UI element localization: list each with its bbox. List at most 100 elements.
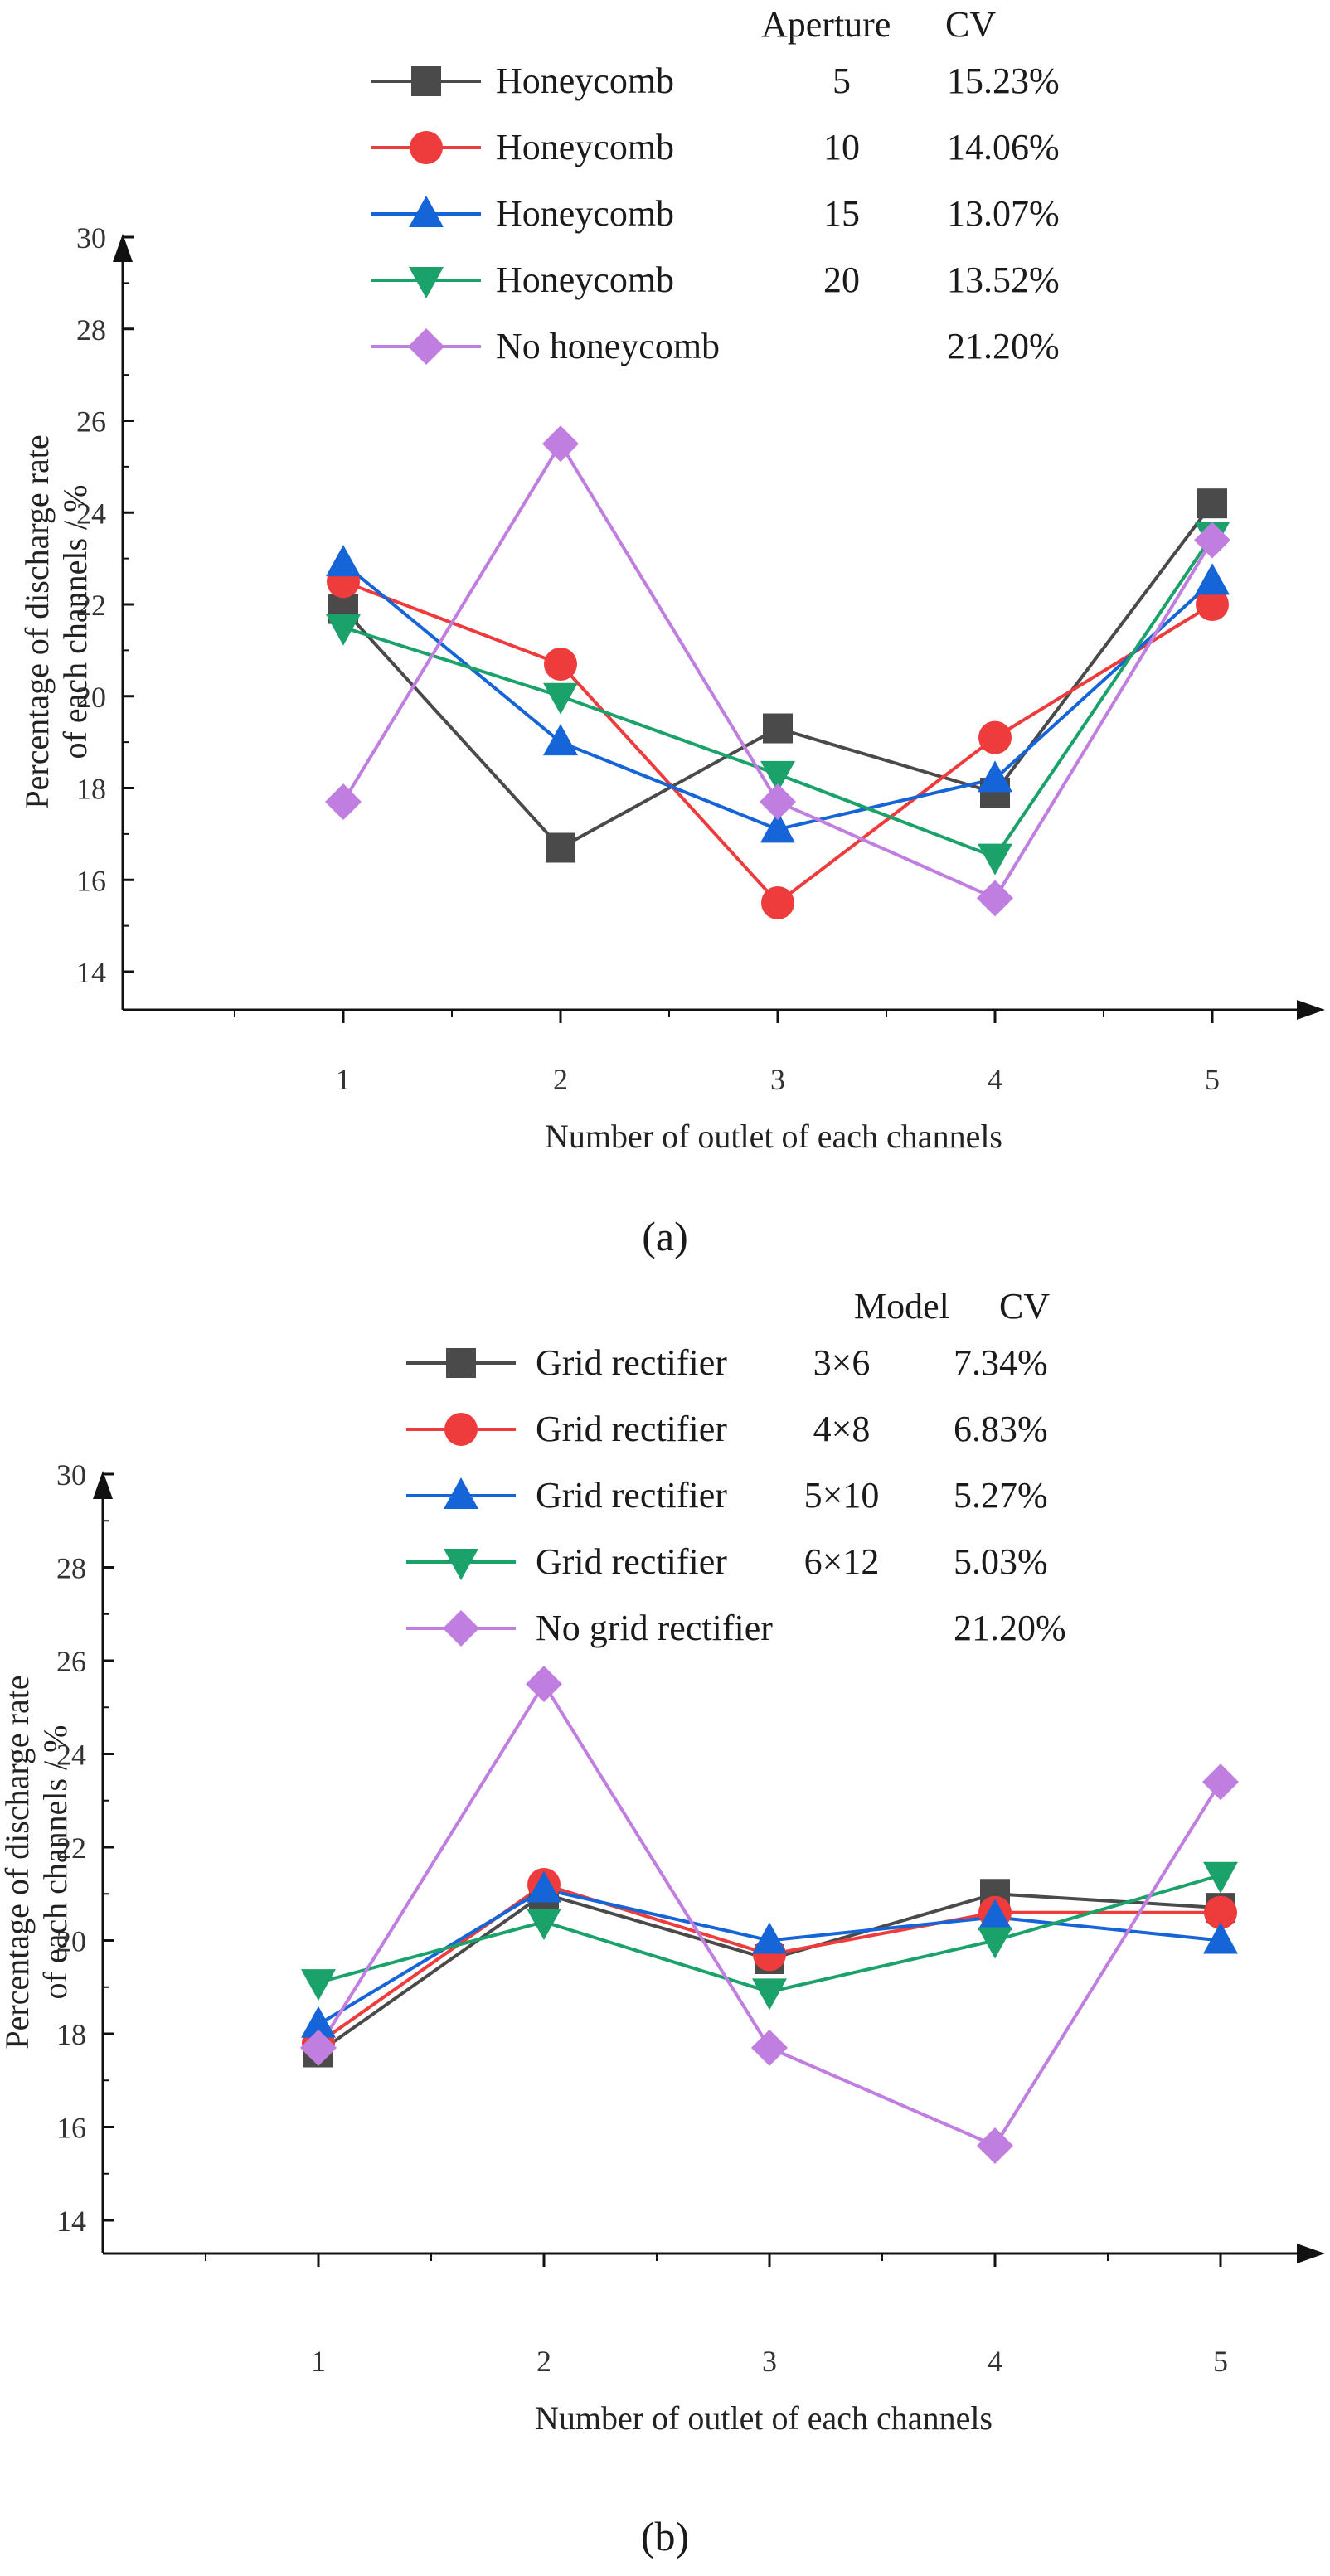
y-axis-title: Percentage of discharge rate (18, 434, 56, 808)
data-point (763, 713, 793, 744)
x-tick-label: 1 (311, 2345, 326, 2378)
data-point (526, 1666, 562, 1703)
legend-marker (446, 1348, 476, 1378)
y-axis-title: Percentage of discharge rate (0, 1675, 36, 2049)
legend-label: Honeycomb (496, 193, 674, 234)
data-point (527, 1870, 561, 1903)
y-tick-label: 30 (56, 1458, 86, 1492)
legend-param: 5×10 (804, 1475, 880, 1516)
y-axis-title: of each channels / % (56, 485, 94, 759)
data-point (978, 760, 1012, 793)
legend-marker (443, 1610, 479, 1647)
data-point (751, 2029, 788, 2066)
legend-cv: 6.83% (954, 1409, 1048, 1449)
y-tick-label: 18 (76, 773, 106, 806)
data-point (527, 1909, 561, 1940)
legend-param: 4×8 (813, 1409, 871, 1449)
legend-header-cv: CV (945, 4, 996, 45)
legend-label: No grid rectifier (536, 1608, 773, 1648)
legend-marker (411, 66, 441, 96)
data-point (761, 885, 794, 919)
data-point (1203, 1861, 1238, 1894)
chart-panel-a: 14 16 18 20 22 24 26 28 30 1 2 3 4 5 Number of outlet … (18, 4, 1325, 1259)
legend-cv: 13.07% (947, 193, 1060, 234)
data-point (977, 880, 1013, 917)
y-tick-label: 22 (76, 589, 106, 622)
legend-marker (409, 196, 444, 227)
y-tick-label: 20 (76, 681, 106, 714)
y-tick-label: 16 (56, 2112, 86, 2145)
data-point (752, 1978, 787, 2011)
data-point (978, 720, 1012, 754)
data-point (546, 832, 575, 863)
legend-cv: 5.27% (954, 1475, 1048, 1516)
legend-label: Honeycomb (496, 127, 674, 167)
data-point (760, 760, 795, 793)
legend-param: 10 (823, 127, 860, 167)
legend-header-param: Model (854, 1286, 949, 1327)
data-point (1202, 1763, 1239, 1801)
y-axis-arrow (113, 234, 133, 262)
y-tick-label: 18 (56, 2018, 86, 2051)
legend-param: 6×12 (804, 1541, 880, 1582)
data-point (1196, 588, 1229, 621)
data-point (325, 783, 362, 821)
y-tick-label: 14 (56, 2205, 86, 2238)
x-tick-label: 3 (762, 2345, 777, 2378)
legend-cv: 21.20% (954, 1608, 1066, 1648)
legend-marker (444, 1549, 478, 1580)
y-tick-label: 20 (56, 1925, 86, 1958)
data-point (1204, 1895, 1237, 1929)
legend-cv: 14.06% (947, 127, 1060, 167)
y-tick-label: 26 (56, 1645, 86, 1678)
data-point (760, 783, 796, 821)
panel-label: (b) (641, 2513, 689, 2559)
data-point (752, 1922, 787, 1954)
y-tick-label: 14 (76, 956, 106, 989)
legend-label: Grid rectifier (536, 1541, 727, 1582)
legend-cv: 15.23% (947, 61, 1060, 101)
data-point (977, 2127, 1013, 2164)
legend-cv: 5.03% (954, 1541, 1048, 1582)
data-point (301, 2006, 336, 2038)
legend-param: 20 (823, 260, 860, 300)
legend-label: Grid rectifier (536, 1475, 727, 1516)
y-tick-label: 24 (56, 1739, 86, 1772)
legend-marker (409, 267, 444, 298)
data-point (1197, 488, 1227, 519)
y-axis-arrow (93, 1471, 113, 1499)
y-tick-label: 26 (76, 405, 106, 439)
x-axis-title: Number of outlet of each channels (535, 2399, 993, 2437)
data-point (543, 682, 578, 715)
data-point (1203, 1922, 1238, 1954)
data-point (543, 724, 578, 756)
x-tick-label: 5 (1213, 2345, 1228, 2378)
panel-label: (a) (642, 1213, 688, 1259)
y-tick-label: 16 (76, 864, 106, 897)
y-axis-title: of each channels / % (36, 1725, 74, 2000)
data-point (978, 843, 1012, 876)
legend-marker (444, 1477, 478, 1509)
x-tick-label: 4 (988, 1063, 1002, 1096)
x-tick-label: 2 (536, 2345, 551, 2378)
data-point (301, 1969, 336, 2001)
legend-label: No honeycomb (496, 326, 720, 366)
y-tick-label: 22 (56, 1831, 86, 1865)
legend-param: 15 (823, 193, 860, 234)
data-point (326, 614, 361, 646)
legend-marker (444, 1413, 478, 1446)
x-axis-title: Number of outlet of each channels (545, 1118, 1002, 1155)
legend-cv: 7.34% (954, 1342, 1048, 1383)
data-point (326, 545, 361, 577)
x-axis-arrow (1297, 2244, 1325, 2263)
data-point (760, 811, 795, 843)
x-tick-label: 1 (336, 1063, 351, 1096)
y-tick-label: 28 (76, 313, 106, 347)
legend-marker (410, 131, 443, 164)
data-point (978, 1899, 1012, 1931)
x-axis-arrow (1297, 1000, 1325, 1020)
data-point (978, 1927, 1012, 1959)
data-point (1194, 522, 1230, 559)
data-point (1195, 563, 1230, 595)
